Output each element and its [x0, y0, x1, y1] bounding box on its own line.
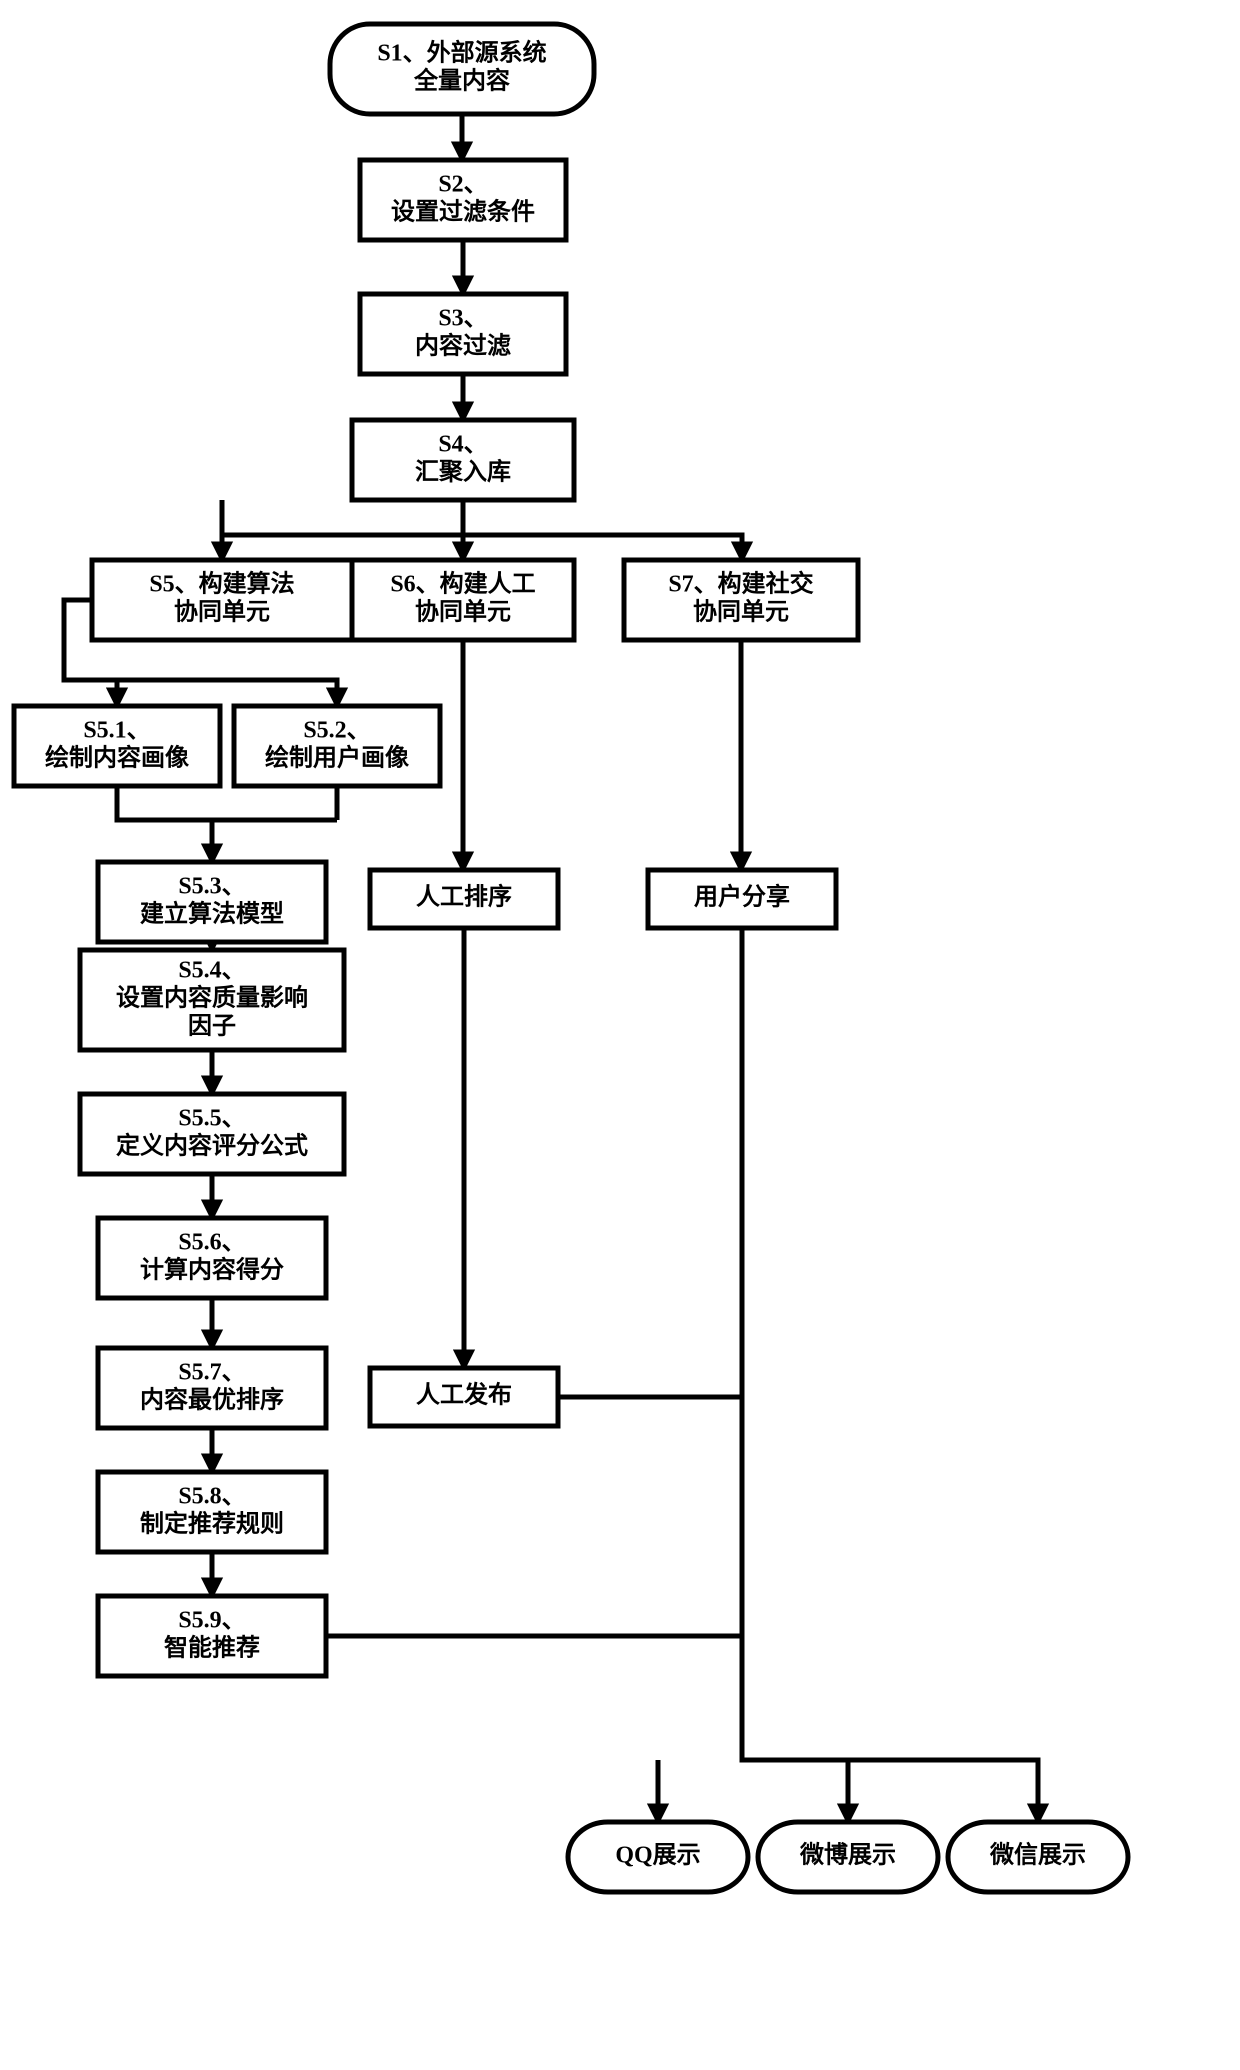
- node-s3: S3、内容过滤: [360, 294, 566, 374]
- node-label: S5.3、: [178, 874, 245, 900]
- node-label: S5、构建算法: [149, 570, 294, 598]
- node-s51: S5.1、绘制内容画像: [14, 706, 220, 786]
- node-label: S5.2、: [303, 718, 370, 744]
- node-label: QQ展示: [615, 1843, 700, 1869]
- node-label: S5.6、: [178, 1230, 245, 1256]
- node-label: 全量内容: [413, 67, 510, 95]
- node-s5: S5、构建算法协同单元: [92, 560, 352, 640]
- node-s52: S5.2、绘制用户画像: [234, 706, 440, 786]
- node-label: 建立算法模型: [140, 900, 284, 928]
- node-label: 用户分享: [694, 883, 790, 911]
- node-user_share: 用户分享: [648, 870, 836, 928]
- node-label: 微博展示: [799, 1841, 896, 1869]
- node-label: S5.8、: [178, 1484, 245, 1510]
- node-s58: S5.8、制定推荐规则: [98, 1472, 326, 1552]
- node-qq: QQ展示: [568, 1822, 748, 1892]
- node-s4: S4、汇聚入库: [352, 420, 574, 500]
- node-s53: S5.3、建立算法模型: [98, 862, 326, 942]
- node-label: S6、构建人工: [390, 570, 535, 598]
- node-s6: S6、构建人工协同单元: [352, 560, 574, 640]
- node-s59: S5.9、智能推荐: [98, 1596, 326, 1676]
- node-label: 绘制用户画像: [265, 744, 410, 772]
- node-s54: S5.4、设置内容质量影响因子: [80, 950, 344, 1050]
- node-weibo: 微博展示: [758, 1822, 938, 1892]
- node-label: S5.7、: [178, 1360, 245, 1386]
- node-label: S5.1、: [83, 718, 150, 744]
- node-s2: S2、设置过滤条件: [360, 160, 566, 240]
- node-label: S5.5、: [178, 1106, 245, 1132]
- node-weixin: 微信展示: [948, 1822, 1128, 1892]
- node-label: S7、构建社交: [668, 570, 813, 598]
- node-label: 设置过滤条件: [391, 199, 535, 226]
- node-label: S2、: [438, 172, 487, 198]
- node-label: 绘制内容画像: [45, 744, 190, 772]
- node-s56: S5.6、计算内容得分: [98, 1218, 326, 1298]
- node-s57: S5.7、内容最优排序: [98, 1348, 326, 1428]
- node-label: S1、外部源系统: [377, 39, 546, 67]
- node-label: 制定推荐规则: [140, 1510, 284, 1538]
- node-label: 人工发布: [416, 1381, 512, 1409]
- node-s1: S1、外部源系统全量内容: [330, 24, 594, 114]
- node-manual_sort: 人工排序: [370, 870, 558, 928]
- node-label: 设置内容质量影响: [116, 984, 308, 1012]
- node-label: 人工排序: [416, 883, 512, 911]
- node-label: 内容最优排序: [140, 1386, 284, 1414]
- node-label: 智能推荐: [164, 1634, 260, 1662]
- node-manual_publish: 人工发布: [370, 1368, 558, 1426]
- node-label: S5.4、: [178, 958, 245, 984]
- node-label: 协同单元: [415, 599, 511, 626]
- node-label: S3、: [438, 306, 487, 332]
- node-label: 定义内容评分公式: [116, 1132, 308, 1160]
- node-label: 计算内容得分: [140, 1256, 284, 1284]
- node-s55: S5.5、定义内容评分公式: [80, 1094, 344, 1174]
- node-label: 协同单元: [174, 599, 270, 626]
- node-label: 因子: [188, 1013, 236, 1040]
- node-label: 协同单元: [693, 599, 789, 626]
- node-label: 汇聚入库: [415, 459, 511, 486]
- node-label: 内容过滤: [415, 332, 511, 360]
- node-label: 微信展示: [989, 1841, 1086, 1869]
- node-s7: S7、构建社交协同单元: [624, 560, 858, 640]
- flowchart-diagram: S1、外部源系统全量内容S2、设置过滤条件S3、内容过滤S4、汇聚入库S5、构建…: [0, 0, 1240, 2070]
- node-label: S4、: [438, 432, 487, 458]
- node-label: S5.9、: [178, 1608, 245, 1634]
